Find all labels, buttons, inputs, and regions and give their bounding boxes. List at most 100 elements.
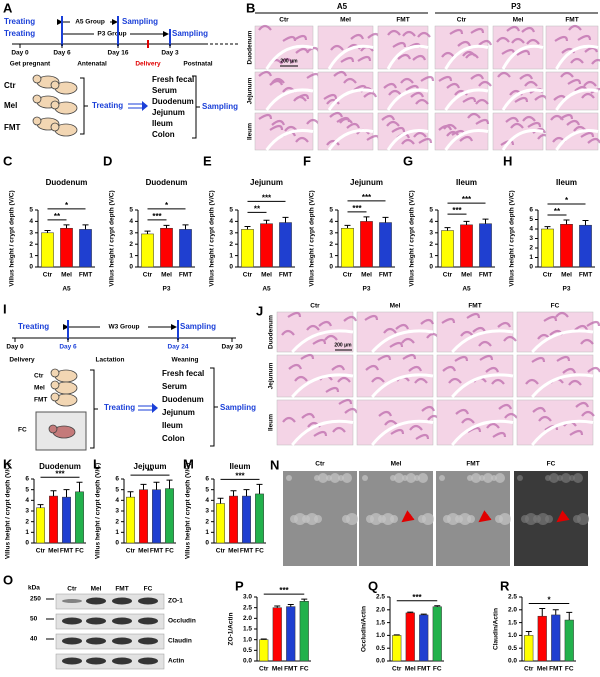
y-tick-label: 0 [29, 264, 33, 271]
bar [141, 233, 154, 268]
arrow-head [142, 101, 148, 111]
lumen [444, 88, 489, 111]
y-tick-label: 2 [129, 241, 133, 248]
error-bar [382, 216, 389, 223]
y-tick-label: 0 [229, 264, 233, 271]
x-axis-label: A5 [262, 286, 271, 293]
y-tick-label: 4 [115, 497, 119, 504]
significance: * [165, 201, 169, 210]
group-label: Mel [34, 385, 45, 392]
error-bar [153, 481, 160, 490]
column-label: Mel [340, 17, 351, 24]
y-tick-label: 1 [25, 529, 29, 536]
band [62, 599, 82, 603]
significance: *** [152, 212, 162, 221]
error-bar [420, 613, 427, 615]
texture [314, 475, 320, 481]
bar [260, 223, 273, 268]
x-tick-label: Mel [405, 666, 416, 673]
x-tick-label: Mel [48, 548, 59, 555]
sample: Fresh fecal [152, 75, 194, 84]
band [112, 617, 132, 625]
error-bar [217, 497, 224, 504]
x-tick-label: Ctr [343, 272, 353, 279]
y-tick-label: 6 [115, 476, 119, 483]
blot-strip [55, 613, 165, 630]
day-tick: Day 6 [59, 344, 77, 351]
phase: Lactation [96, 357, 125, 364]
x-tick-label: Ctr [36, 548, 46, 555]
lane-label: FMT [115, 586, 128, 593]
x-tick-label: FMT [150, 548, 163, 555]
y-tick-label: 1 [429, 252, 433, 259]
group: P3 Group [97, 31, 126, 38]
group-label: FC [18, 427, 27, 434]
row-label: Duodenum [247, 30, 254, 64]
sample: Duodenum [152, 97, 194, 106]
y-tick-label: 3.0 [243, 594, 252, 601]
sampling: Sampling [122, 17, 158, 26]
error-bar [144, 230, 151, 234]
sample: Jejunum [152, 108, 185, 117]
column-label: FMT [468, 303, 481, 310]
sample: Duodenum [162, 395, 204, 404]
treating: Treating [18, 322, 49, 331]
y-axis-label: Claudin/Actin [493, 608, 500, 650]
mouse-icon [50, 392, 60, 402]
villi [364, 314, 440, 348]
day-tick: Day 0 [11, 50, 29, 57]
y-tick-label: 0.5 [376, 645, 385, 652]
x-tick-label: FMT [479, 272, 492, 279]
texture [306, 513, 318, 525]
phase: Delivery [9, 357, 35, 364]
bar [419, 614, 429, 662]
texture [525, 513, 537, 525]
sampling: Sampling [220, 403, 256, 412]
lumen [501, 44, 544, 70]
texture [495, 473, 505, 483]
y-tick-label: 2 [29, 241, 33, 248]
y-tick-label: 0 [429, 264, 433, 271]
x-tick-label: Ctr [126, 548, 136, 555]
y-axis-label: Villus height / crypt depth (V/C) [109, 190, 116, 286]
x-tick-label: Mel [461, 272, 472, 279]
significance: * [565, 196, 569, 205]
x-axis-label: P3 [363, 286, 371, 293]
lumen [501, 129, 544, 151]
column-label: FMT [396, 17, 409, 24]
band [138, 597, 158, 605]
texture [545, 475, 551, 481]
error-bar [243, 489, 250, 497]
band [138, 657, 158, 665]
bar [75, 491, 84, 544]
group-label: FMT [34, 397, 47, 404]
group-header: P3 [511, 2, 521, 11]
error-bar [163, 224, 170, 229]
y-tick-label: 2 [229, 241, 233, 248]
mouse-icon [50, 122, 60, 132]
y-tick-label: 0 [25, 540, 29, 547]
y-tick-label: 2 [205, 518, 209, 525]
texture [521, 515, 529, 523]
error-bar [552, 609, 559, 615]
x-tick-label: Mel [561, 272, 572, 279]
villi [438, 73, 492, 105]
texture [342, 473, 352, 483]
row-label: Ileum [268, 414, 275, 431]
y-tick-label: 5 [329, 207, 333, 214]
error-bar [166, 479, 173, 489]
column-label: Mel [513, 17, 524, 24]
error-bar [282, 216, 289, 223]
y-tick-label: 2.5 [243, 604, 252, 611]
villi [553, 71, 600, 101]
significance: ** [54, 212, 61, 221]
band [112, 657, 132, 665]
day-tick: Day 24 [168, 344, 189, 351]
x-tick-label: FMT [417, 666, 430, 673]
texture [495, 515, 503, 523]
y-axis-label: Villus height / crypt depth (V/C) [95, 463, 102, 559]
column-label: Ctr [310, 303, 320, 310]
bar [379, 222, 392, 268]
bar [216, 503, 225, 544]
texture [561, 473, 571, 483]
